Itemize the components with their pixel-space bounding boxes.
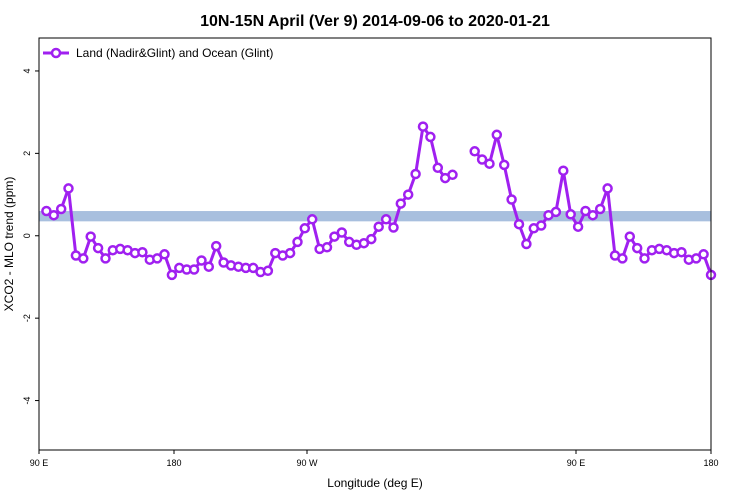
data-point xyxy=(425,131,436,143)
data-point xyxy=(402,189,414,200)
x-tick-label: 90 E xyxy=(30,458,49,468)
data-point xyxy=(550,206,562,218)
data-point xyxy=(580,205,591,217)
data-point xyxy=(55,203,67,215)
data-point xyxy=(196,255,207,266)
data-point xyxy=(292,236,303,248)
reference-band-rect xyxy=(39,211,711,222)
data-point xyxy=(572,221,584,232)
data-point xyxy=(247,262,259,274)
legend: Land (Nadir&Glint) and Ocean (Glint) xyxy=(43,46,273,60)
legend-entry: Land (Nadir&Glint) and Ocean (Glint) xyxy=(76,46,273,60)
x-tick-label: 180 xyxy=(166,458,181,468)
x-tick-label: 90 W xyxy=(296,458,318,468)
reference-band xyxy=(39,211,711,222)
data-point xyxy=(535,220,547,231)
data-point xyxy=(388,222,399,233)
data-point xyxy=(676,246,687,258)
data-point xyxy=(63,183,74,194)
x-axis: 90 E 180 90 W 90 E 180 xyxy=(30,450,719,468)
y-tick-label: -2 xyxy=(22,314,32,322)
data-point xyxy=(299,223,311,234)
data-point xyxy=(395,198,407,209)
data-point xyxy=(336,227,348,238)
data-point xyxy=(498,159,510,171)
data-point xyxy=(321,242,333,253)
data-point xyxy=(85,231,96,242)
data-point xyxy=(100,253,111,264)
data-point xyxy=(366,233,377,245)
chart-title: 10N-15N April (Ver 9) 2014-09-06 to 2020… xyxy=(200,13,550,30)
data-point xyxy=(210,240,222,252)
data-point xyxy=(41,205,52,217)
data-point xyxy=(513,218,525,230)
x-tick-label: 90 E xyxy=(567,458,586,468)
data-point xyxy=(188,264,200,275)
data-point xyxy=(639,253,650,264)
data-point xyxy=(469,146,480,157)
data-point xyxy=(48,209,60,221)
plot-frame xyxy=(38,37,712,451)
x-axis-label: Longitude (deg E) xyxy=(327,476,422,490)
y-axis-label: XCO2 - MLO trend (ppm) xyxy=(2,177,16,312)
data-point xyxy=(159,249,170,260)
series-line xyxy=(45,125,454,277)
x-tick-label: 180 xyxy=(703,458,718,468)
data-point xyxy=(565,209,576,220)
data-point xyxy=(690,253,702,264)
data-point xyxy=(329,231,340,242)
y-tick-label: 4 xyxy=(22,68,32,73)
data-point xyxy=(617,253,628,264)
data-point xyxy=(417,121,429,132)
data-point xyxy=(491,129,503,141)
data-point xyxy=(306,214,318,225)
legend-marker-swatch xyxy=(50,47,62,59)
data-point xyxy=(373,221,384,232)
data-point xyxy=(447,169,458,181)
data-point xyxy=(594,203,606,215)
data-point xyxy=(380,214,392,225)
series-layer xyxy=(41,121,717,281)
data-point xyxy=(624,231,636,242)
y-tick-label: 0 xyxy=(22,233,32,238)
data-point xyxy=(203,261,215,272)
data-point xyxy=(166,269,178,281)
y-axis: -4 -2 0 2 4 xyxy=(22,68,39,405)
data-point xyxy=(484,158,495,169)
data-point xyxy=(358,237,370,249)
data-point xyxy=(262,265,274,277)
data-point xyxy=(92,242,104,254)
data-point xyxy=(137,246,148,258)
data-point xyxy=(284,247,296,259)
y-tick-label: 2 xyxy=(22,151,32,156)
data-point xyxy=(476,154,488,165)
data-point xyxy=(558,165,569,176)
data-point xyxy=(78,253,89,264)
data-point xyxy=(151,253,163,264)
data-point xyxy=(432,162,444,174)
data-point xyxy=(631,242,643,254)
data-point xyxy=(521,238,532,250)
data-point xyxy=(698,249,709,260)
y-tick-label: -4 xyxy=(22,397,32,405)
data-point xyxy=(602,183,613,194)
data-point xyxy=(506,194,517,205)
data-point xyxy=(410,168,421,180)
data-point xyxy=(587,209,599,221)
